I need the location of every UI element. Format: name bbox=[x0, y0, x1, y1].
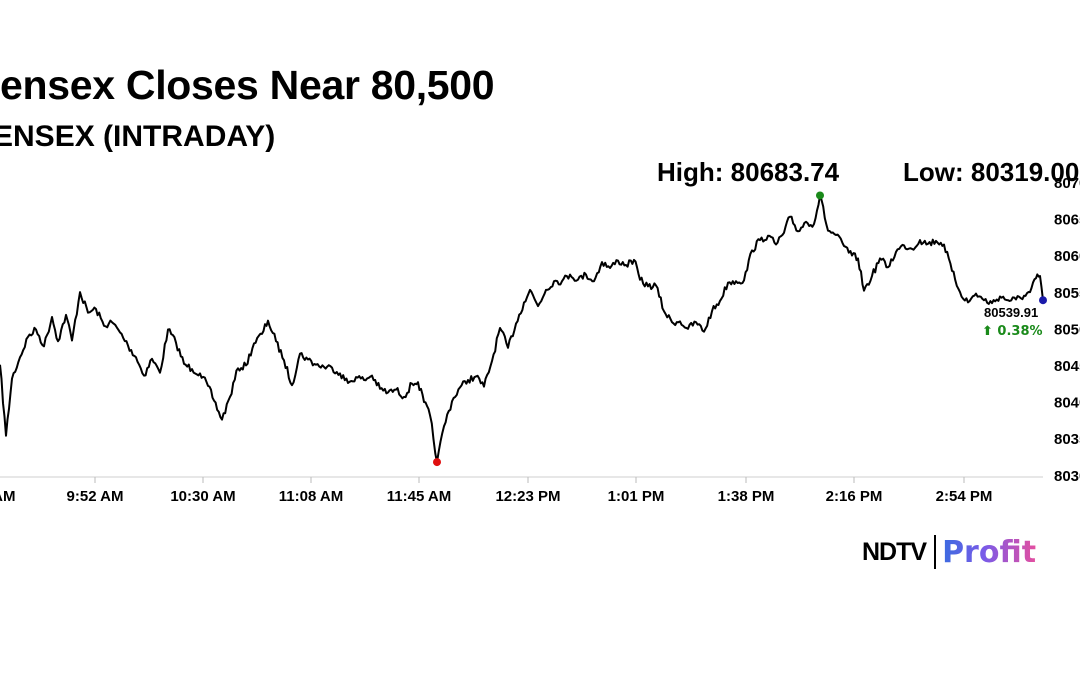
x-tick-label: 2:54 PM bbox=[936, 488, 993, 505]
x-tick-label: 9:52 AM bbox=[67, 488, 124, 505]
x-tick-label: 2:16 PM bbox=[826, 488, 883, 505]
x-tick-label: 10:30 AM bbox=[170, 488, 235, 505]
low-marker bbox=[433, 458, 441, 467]
ndtv-profit-logo: NDTV Profit bbox=[862, 532, 1036, 572]
change-label: ⬆ 0.38% bbox=[982, 324, 1043, 339]
sensex-price-line bbox=[0, 194, 1044, 464]
chart-subtitle: SENSEX (INTRADAY) bbox=[0, 120, 276, 153]
y-tick-label: 80500 bbox=[1054, 321, 1080, 338]
x-tick-label: 1:38 PM bbox=[718, 488, 775, 505]
y-tick-label: 80350 bbox=[1054, 431, 1080, 448]
y-tick-label: 80400 bbox=[1054, 395, 1080, 412]
last-value-marker bbox=[1039, 296, 1047, 305]
y-tick-label: 80700 bbox=[1054, 175, 1080, 192]
y-tick-label: 80600 bbox=[1054, 248, 1080, 265]
low-stat: Low: 80319.00 bbox=[903, 157, 1080, 187]
x-tick-label: 11:45 AM bbox=[387, 488, 451, 505]
x-tick-label: 11:08 AM bbox=[279, 488, 343, 505]
y-tick-label: 80300 bbox=[1054, 468, 1080, 485]
x-tick-label: 12:23 PM bbox=[495, 488, 560, 505]
y-tick-label: 80650 bbox=[1054, 212, 1080, 229]
high-stat: High: 80683.74 bbox=[657, 157, 840, 187]
x-tick-label: 1:01 PM bbox=[608, 488, 665, 505]
last-value-label: 80539.91 bbox=[984, 305, 1038, 320]
chart-title: Sensex Closes Near 80,500 bbox=[0, 62, 495, 108]
high-marker bbox=[816, 191, 824, 200]
y-tick-label: 80550 bbox=[1054, 285, 1080, 302]
brand-profit: Profit bbox=[942, 534, 1037, 570]
y-tick-label: 80450 bbox=[1054, 358, 1080, 375]
x-tick-label: 9:15 AM bbox=[0, 488, 15, 505]
brand-divider bbox=[934, 535, 937, 569]
brand-ndtv: NDTV bbox=[862, 537, 927, 566]
